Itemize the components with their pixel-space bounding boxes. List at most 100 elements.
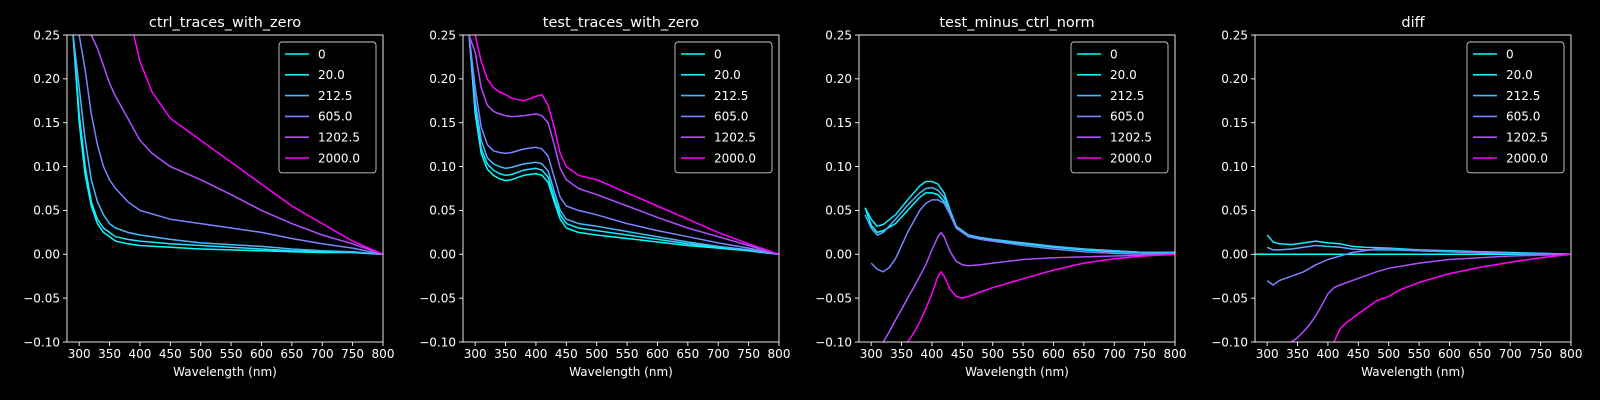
series-line (468, 35, 779, 256)
x-tick-label: 750 (1133, 347, 1156, 361)
x-tick-label: 800 (1164, 347, 1187, 361)
x-tick-label: 600 (1042, 347, 1065, 361)
y-tick-label: 0.05 (1221, 204, 1248, 218)
series-line (72, 35, 383, 256)
legend-entry: 20.0 (714, 68, 741, 82)
x-tick-label: 650 (676, 347, 699, 361)
series-line (72, 35, 383, 256)
x-tick-label: 800 (1560, 347, 1583, 361)
x-tick-label: 750 (1529, 347, 1552, 361)
y-tick-label: −0.05 (419, 291, 456, 305)
legend-entry: 2000.0 (1506, 151, 1548, 165)
series-line (1266, 234, 1571, 256)
series-line (1291, 253, 1571, 342)
y-tick-label: −0.10 (419, 335, 456, 349)
legend-entry: 1202.5 (1506, 131, 1548, 145)
series-line (864, 186, 1175, 254)
y-tick-label: 0.25 (1221, 28, 1248, 42)
x-tick-label: 400 (524, 347, 547, 361)
y-tick-label: 0.25 (33, 28, 60, 42)
y-tick-label: 0.10 (825, 160, 852, 174)
y-tick-label: 0.00 (429, 248, 456, 262)
y-tick-label: 0.25 (429, 28, 456, 42)
series-line (90, 35, 383, 256)
y-tick-label: 0.05 (429, 204, 456, 218)
x-tick-label: 450 (951, 347, 974, 361)
x-tick-label: 450 (1347, 347, 1370, 361)
x-tick-label: 300 (68, 347, 91, 361)
y-tick-label: 0.15 (825, 116, 852, 130)
x-tick-label: 650 (1468, 347, 1491, 361)
x-tick-label: 400 (128, 347, 151, 361)
legend: 0 20.0 212.5 605.0 1202.5 2000.0 (674, 41, 773, 174)
x-tick-label: 700 (1103, 347, 1126, 361)
series-line (133, 35, 383, 255)
x-tick-label: 350 (98, 347, 121, 361)
legend-entry: 212.5 (1506, 89, 1540, 103)
x-axis-label: Wavelength (nm) (569, 365, 673, 379)
series-line (1333, 253, 1571, 342)
legend-entry: 0 (1110, 47, 1118, 61)
y-tick-label: −0.10 (815, 335, 852, 349)
x-tick-label: 300 (1256, 347, 1279, 361)
axes-frame (66, 34, 384, 343)
x-tick-label: 650 (280, 347, 303, 361)
series-line (468, 35, 779, 256)
legend-entry: 2000.0 (1110, 151, 1152, 165)
legend-entry: 0 (714, 47, 722, 61)
chart-panel: 300 350 400 450 500 550 600 650 700 750 800 −0.10 −0… (1211, 15, 1582, 379)
series-group (864, 180, 1175, 342)
x-axis-label: Wavelength (nm) (1361, 365, 1465, 379)
y-tick-label: −0.10 (23, 335, 60, 349)
x-tick-label: 650 (1072, 347, 1095, 361)
y-tick-label: 0.10 (429, 160, 456, 174)
legend-entry: 0 (1506, 47, 1514, 61)
x-tick-label: 300 (464, 347, 487, 361)
x-tick-label: 500 (1377, 347, 1400, 361)
axes-frame (858, 34, 1176, 343)
y-tick-label: −0.05 (23, 291, 60, 305)
x-tick-label: 550 (220, 347, 243, 361)
x-tick-label: 600 (250, 347, 273, 361)
y-tick-label: −0.05 (1211, 291, 1248, 305)
legend-entry: 212.5 (318, 89, 352, 103)
axes-frame (462, 34, 780, 343)
x-tick-label: 500 (981, 347, 1004, 361)
y-tick-label: 0.20 (33, 72, 60, 86)
y-tick-label: 0.20 (825, 72, 852, 86)
x-tick-label: 350 (494, 347, 517, 361)
legend-entry: 20.0 (1110, 68, 1137, 82)
y-tick-label: 0.10 (1221, 160, 1248, 174)
legend-entry: 20.0 (318, 68, 345, 82)
legend-entry: 212.5 (1110, 89, 1144, 103)
legend-entry: 1202.5 (1110, 131, 1152, 145)
x-tick-label: 350 (890, 347, 913, 361)
legend-entry: 2000.0 (714, 151, 756, 165)
legend: 0 20.0 212.5 605.0 1202.5 2000.0 (1466, 41, 1565, 174)
series-line (468, 35, 779, 256)
chart-title: diff (1401, 15, 1425, 31)
chart-title: test_traces_with_zero (543, 15, 700, 31)
chart-title: ctrl_traces_with_zero (149, 15, 301, 31)
chart-title: test_minus_ctrl_norm (939, 15, 1094, 31)
x-tick-label: 500 (189, 347, 212, 361)
legend-entry: 605.0 (318, 110, 352, 124)
legend-entry: 212.5 (714, 89, 748, 103)
y-tick-label: 0.05 (825, 204, 852, 218)
legend: 0 20.0 212.5 605.0 1202.5 2000.0 (278, 41, 377, 174)
x-tick-label: 550 (1408, 347, 1431, 361)
legend-entry: 605.0 (714, 110, 748, 124)
series-line (1266, 248, 1571, 286)
legend: 0 20.0 212.5 605.0 1202.5 2000.0 (1070, 41, 1169, 174)
series-line (474, 35, 779, 256)
y-tick-label: 0.00 (825, 248, 852, 262)
series-line (906, 253, 1175, 342)
x-tick-label: 700 (311, 347, 334, 361)
x-tick-label: 550 (616, 347, 639, 361)
y-tick-label: 0.15 (33, 116, 60, 130)
x-tick-label: 300 (860, 347, 883, 361)
x-tick-label: 350 (1286, 347, 1309, 361)
x-axis-label: Wavelength (nm) (173, 365, 277, 379)
x-tick-label: 700 (1499, 347, 1522, 361)
